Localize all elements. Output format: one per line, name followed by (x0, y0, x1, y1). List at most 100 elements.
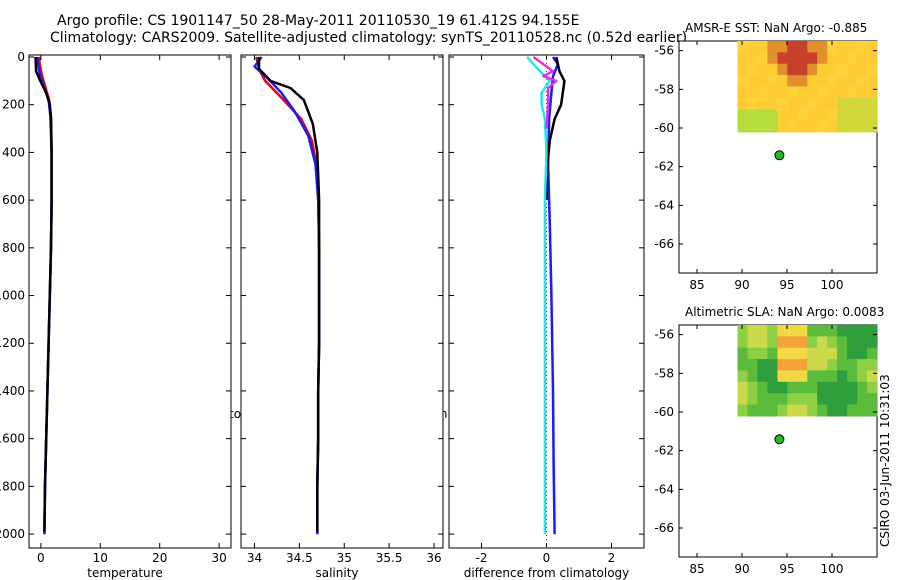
heat-cell (807, 370, 818, 383)
heat-cell (857, 381, 868, 394)
heat-cell (807, 347, 818, 360)
heat-cell (767, 359, 778, 372)
x-tick-label: 0 (543, 551, 551, 565)
heat-cell (807, 109, 818, 122)
x-tick-label: 100 (821, 278, 844, 292)
heat-cell (867, 86, 878, 99)
heat-cell (787, 86, 798, 99)
heat-cell (747, 86, 759, 99)
heat-cell (737, 75, 749, 88)
heat-cell (787, 63, 798, 76)
heat-cell (857, 86, 868, 99)
heat-cell (817, 75, 828, 88)
heat-cell (817, 109, 828, 122)
salinity-panel: climatologysatellite adj. clim.Argo(..ra… (240, 54, 451, 580)
heat-cell (747, 393, 759, 406)
heat-cell (747, 381, 759, 394)
heat-cell (837, 109, 848, 122)
heat-cell (737, 97, 749, 110)
x-tick-label: 100 (821, 562, 844, 576)
y-tick-label: -56 (654, 328, 674, 342)
heat-cell (827, 370, 838, 383)
x-tick-label: 34.5 (286, 551, 313, 565)
series-line (34, 56, 53, 532)
heat-cell (777, 120, 788, 133)
heat-cell (847, 359, 858, 372)
x-tick-label: 0 (37, 551, 45, 565)
heat-cell (797, 120, 808, 133)
heat-cell (817, 404, 828, 417)
series-line (257, 57, 321, 532)
heat-cell (817, 52, 828, 65)
heat-cell (777, 63, 788, 76)
x-tick-label: 95 (779, 278, 794, 292)
heat-cell (777, 359, 788, 372)
heat-cell (847, 97, 858, 110)
y-tick-label: -60 (654, 405, 674, 419)
series-line (545, 56, 566, 201)
heat-cell (837, 381, 848, 394)
heat-cell (827, 86, 838, 99)
y-tick-label: 400 (2, 145, 25, 159)
x-tick-label: 2 (608, 551, 616, 565)
heat-cell (797, 393, 808, 406)
heat-cell (747, 75, 759, 88)
heat-cell (767, 41, 778, 53)
heat-cell (767, 97, 778, 110)
y-tick-label: 1800 (0, 479, 25, 493)
heat-cell (827, 97, 838, 110)
heat-cell (787, 41, 798, 53)
heat-cell (827, 336, 838, 349)
heat-cell (797, 109, 808, 122)
heat-cell (837, 86, 848, 99)
heat-cell (817, 393, 828, 406)
heat-cell (777, 325, 788, 337)
heat-cell (797, 75, 808, 88)
heat-cell (757, 86, 768, 99)
heat-cell (857, 370, 868, 383)
map-title: AMSR-E SST: NaN Argo: -0.885 (685, 21, 867, 35)
y-tick-label: 600 (2, 193, 25, 207)
heat-cell (737, 325, 749, 337)
heat-cell (797, 41, 808, 53)
heat-cell (777, 86, 788, 99)
heat-cell (807, 120, 818, 133)
heat-cell (827, 381, 838, 394)
heat-cell (817, 97, 828, 110)
heat-cell (847, 381, 858, 394)
heat-cell (807, 63, 818, 76)
heat-cell (787, 52, 798, 65)
heat-cell (767, 325, 778, 337)
heat-cell (837, 325, 848, 337)
y-tick-label: -58 (654, 366, 674, 380)
heat-cell (817, 336, 828, 349)
heat-cell (787, 97, 798, 110)
heat-cell (787, 404, 798, 417)
heat-cell (867, 404, 878, 417)
heat-cell (817, 63, 828, 76)
heat-cell (767, 86, 778, 99)
heat-cell (867, 63, 878, 76)
x-tick-label: 10 (93, 551, 108, 565)
heat-cell (807, 404, 818, 417)
heat-cell (867, 359, 878, 372)
sla-map-panel: Altimetric SLA: NaN Argo: 0.0083 85 90 95 10… (654, 305, 884, 576)
heat-cell (777, 381, 788, 394)
heat-field (737, 325, 878, 417)
heat-cell (737, 359, 749, 372)
x-tick-label: 85 (689, 278, 704, 292)
heat-cell (827, 63, 838, 76)
heat-cell (867, 347, 878, 360)
heat-cell (807, 97, 818, 110)
heat-cell (837, 370, 848, 383)
heat-cell (837, 97, 848, 110)
y-tick-label: -66 (654, 521, 674, 535)
heat-cell (747, 359, 759, 372)
heat-cell (867, 52, 878, 65)
heat-cell (867, 336, 878, 349)
heat-cell (777, 41, 788, 53)
heat-cell (867, 381, 878, 394)
heat-cell (737, 41, 749, 53)
heat-cell (827, 347, 838, 360)
heat-cell (747, 325, 759, 337)
